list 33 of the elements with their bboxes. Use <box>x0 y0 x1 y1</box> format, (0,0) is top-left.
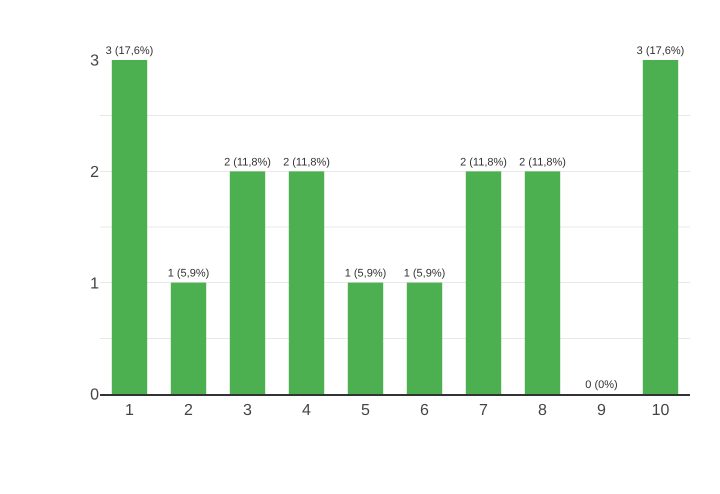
bar <box>466 171 502 394</box>
x-tick-label: 4 <box>302 402 312 420</box>
x-tick-label: 7 <box>479 402 488 420</box>
x-tick-label: 8 <box>538 402 548 420</box>
y-tick-label: 1 <box>90 275 100 292</box>
bar <box>170 282 206 394</box>
y-tick-label: 3 <box>90 52 100 70</box>
y-tick-label: 0 <box>90 386 100 404</box>
bar <box>112 60 148 394</box>
data-label: 1 (5,9%) <box>404 268 446 280</box>
bar <box>406 282 442 394</box>
x-tick-label: 9 <box>597 402 606 420</box>
x-tick-label: 5 <box>361 402 370 420</box>
data-label: 2 (11,8%) <box>460 156 507 168</box>
bar <box>642 60 678 394</box>
data-label: 2 (11,8%) <box>224 156 271 168</box>
x-tick-label: 2 <box>184 402 194 420</box>
bar <box>348 282 384 394</box>
y-tick-label: 2 <box>90 164 100 181</box>
data-label: 0 (0%) <box>585 379 618 391</box>
bar <box>524 171 560 394</box>
x-tick-label: 6 <box>420 402 430 420</box>
data-label: 1 (5,9%) <box>168 268 210 280</box>
x-tick-label: 3 <box>243 402 252 420</box>
data-label: 3 (17,6%) <box>636 45 684 57</box>
x-tick-label: 1 <box>125 402 134 420</box>
data-label: 1 (5,9%) <box>344 268 386 280</box>
data-label: 2 (11,8%) <box>519 156 566 168</box>
x-tick-label: 10 <box>652 402 670 420</box>
data-label: 2 (11,8%) <box>283 156 330 168</box>
bar <box>230 171 266 394</box>
data-label: 3 (17,6%) <box>106 45 154 57</box>
bar <box>288 171 324 394</box>
